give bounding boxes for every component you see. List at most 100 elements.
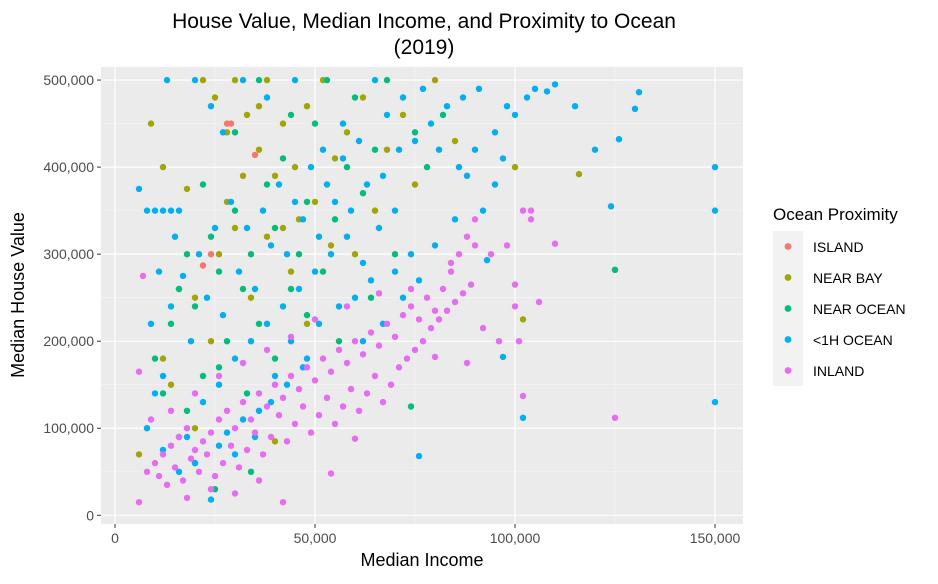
data-point <box>187 455 195 462</box>
data-point <box>711 163 719 171</box>
data-point <box>371 76 379 84</box>
data-point <box>407 303 415 310</box>
data-point <box>523 94 531 101</box>
data-point <box>287 338 295 345</box>
x-tick-label: 150,000 <box>690 530 741 546</box>
data-point <box>239 416 247 423</box>
data-point <box>439 111 447 119</box>
data-point <box>231 490 239 497</box>
data-point <box>171 233 179 240</box>
data-point <box>351 251 359 258</box>
legend-item: NEAR OCEAN <box>773 293 906 324</box>
data-point <box>411 129 419 136</box>
data-point <box>511 281 519 288</box>
data-point <box>451 298 459 306</box>
data-point <box>347 207 355 214</box>
data-point <box>331 216 339 223</box>
data-point <box>459 290 467 297</box>
axes: 0 50,000 100,000 150,000 0 100,000 200,000 300,… <box>43 72 740 546</box>
data-point <box>159 372 167 380</box>
legend-key <box>784 305 792 312</box>
data-point <box>311 120 319 127</box>
data-point <box>351 338 359 345</box>
data-point <box>527 207 535 214</box>
data-point <box>303 355 311 362</box>
data-point <box>519 414 527 421</box>
data-point <box>183 425 191 432</box>
data-point <box>199 76 207 84</box>
data-point <box>295 251 303 258</box>
data-point <box>431 307 439 314</box>
y-tick-label: 400,000 <box>43 159 94 175</box>
x-tick-label: 100,000 <box>490 530 541 546</box>
data-point <box>167 207 175 214</box>
data-point <box>259 451 267 458</box>
data-point <box>219 459 227 467</box>
data-point <box>323 394 331 401</box>
data-point <box>183 433 191 441</box>
data-point <box>159 207 167 214</box>
data-point <box>287 333 295 340</box>
data-point <box>459 94 467 101</box>
data-point <box>519 392 527 400</box>
data-point <box>263 76 271 84</box>
data-point <box>479 324 487 332</box>
data-point <box>263 403 271 410</box>
series-island <box>199 120 259 269</box>
data-point <box>371 207 379 214</box>
data-point <box>499 353 507 361</box>
data-point <box>151 459 159 467</box>
data-point <box>383 146 391 153</box>
legend-item: <1H OCEAN <box>773 324 893 355</box>
data-point <box>255 103 263 110</box>
data-point <box>147 320 155 327</box>
data-point <box>319 268 327 275</box>
data-point <box>351 94 359 101</box>
data-point <box>143 425 151 432</box>
data-point <box>495 338 503 345</box>
data-point <box>299 216 307 223</box>
data-point <box>175 285 183 293</box>
data-point <box>275 181 283 188</box>
data-point <box>391 268 399 275</box>
data-point <box>191 425 199 432</box>
data-point <box>375 342 383 349</box>
data-point <box>151 355 159 362</box>
data-point <box>391 251 399 258</box>
data-point <box>251 433 259 441</box>
data-point <box>527 216 535 223</box>
legend-label: ISLAND <box>813 239 864 255</box>
data-point <box>311 268 319 275</box>
data-point <box>383 320 391 327</box>
y-tick-label: 500,000 <box>43 72 94 88</box>
data-point <box>171 464 179 471</box>
data-point <box>267 398 275 406</box>
data-point <box>231 355 239 362</box>
data-point <box>215 442 223 449</box>
data-point <box>191 303 199 310</box>
data-point <box>211 94 219 101</box>
data-point <box>143 468 151 475</box>
data-point <box>499 155 507 162</box>
data-point <box>467 281 475 288</box>
data-point <box>187 338 195 345</box>
data-point <box>519 316 527 323</box>
data-point <box>475 85 483 93</box>
data-point <box>395 146 403 153</box>
data-point <box>323 181 331 188</box>
data-point <box>511 303 519 310</box>
data-point <box>287 285 295 293</box>
data-point <box>279 120 287 127</box>
data-point <box>287 111 295 119</box>
data-point <box>215 372 223 380</box>
data-point <box>515 338 523 345</box>
data-point <box>635 89 643 96</box>
data-point <box>315 320 323 327</box>
data-point <box>315 233 323 240</box>
data-point <box>215 268 223 275</box>
data-point <box>207 496 215 503</box>
data-point <box>451 137 459 145</box>
data-point <box>419 338 427 345</box>
data-point <box>511 111 519 119</box>
